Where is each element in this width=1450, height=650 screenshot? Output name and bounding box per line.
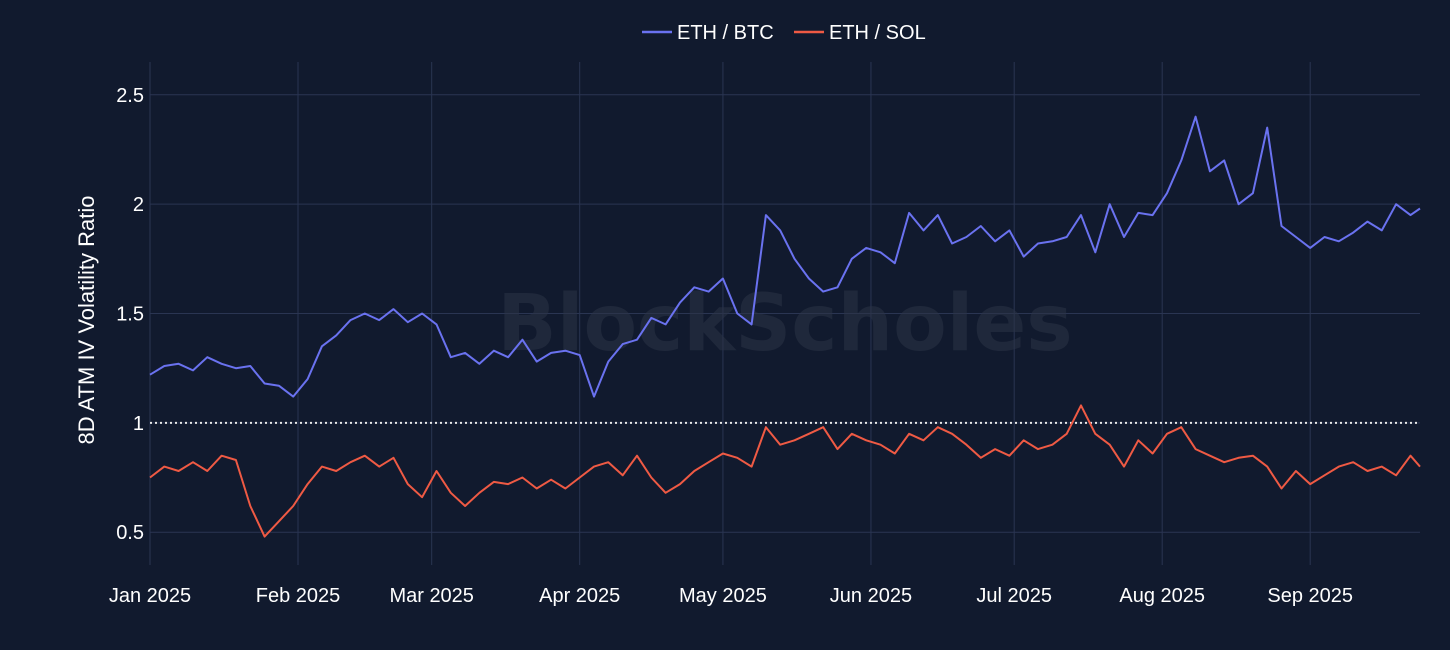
x-tick-label-2: Mar 2025 — [389, 585, 474, 607]
series-layer — [149, 115, 1421, 538]
legend: ETH / BTC ETH / SOL — [642, 22, 926, 44]
legend-label-eth-sol[interactable]: ETH / SOL — [829, 22, 926, 44]
x-tick-label-6: Jul 2025 — [976, 585, 1052, 607]
x-tick-label-8: Sep 2025 — [1267, 585, 1353, 607]
series-line-eth-btc — [149, 115, 1421, 398]
series-line-eth-sol — [149, 404, 1421, 538]
y-tick-label-2: 1.5 — [116, 304, 144, 326]
watermark: BlockScholes — [497, 279, 1072, 369]
x-tick-label-4: May 2025 — [679, 585, 767, 607]
y-tick-label-3: 2 — [133, 194, 144, 216]
y-axis-ticks: 0.5 1 1.5 2 2.5 — [116, 85, 144, 544]
y-tick-label-4: 2.5 — [116, 85, 144, 107]
x-tick-label-3: Apr 2025 — [539, 585, 620, 607]
y-tick-label-1: 1 — [133, 413, 144, 435]
x-tick-label-1: Feb 2025 — [256, 585, 341, 607]
legend-label-eth-btc[interactable]: ETH / BTC — [677, 22, 774, 44]
x-tick-label-5: Jun 2025 — [830, 585, 912, 607]
x-tick-label-7: Aug 2025 — [1119, 585, 1205, 607]
x-axis-ticks: Jan 2025 Feb 2025 Mar 2025 Apr 2025 May 2025… — [109, 585, 1353, 607]
y-axis-title: 8D ATM IV Volatility Ratio — [74, 195, 99, 444]
y-tick-label-0: 0.5 — [116, 522, 144, 544]
x-tick-label-0: Jan 2025 — [109, 585, 191, 607]
